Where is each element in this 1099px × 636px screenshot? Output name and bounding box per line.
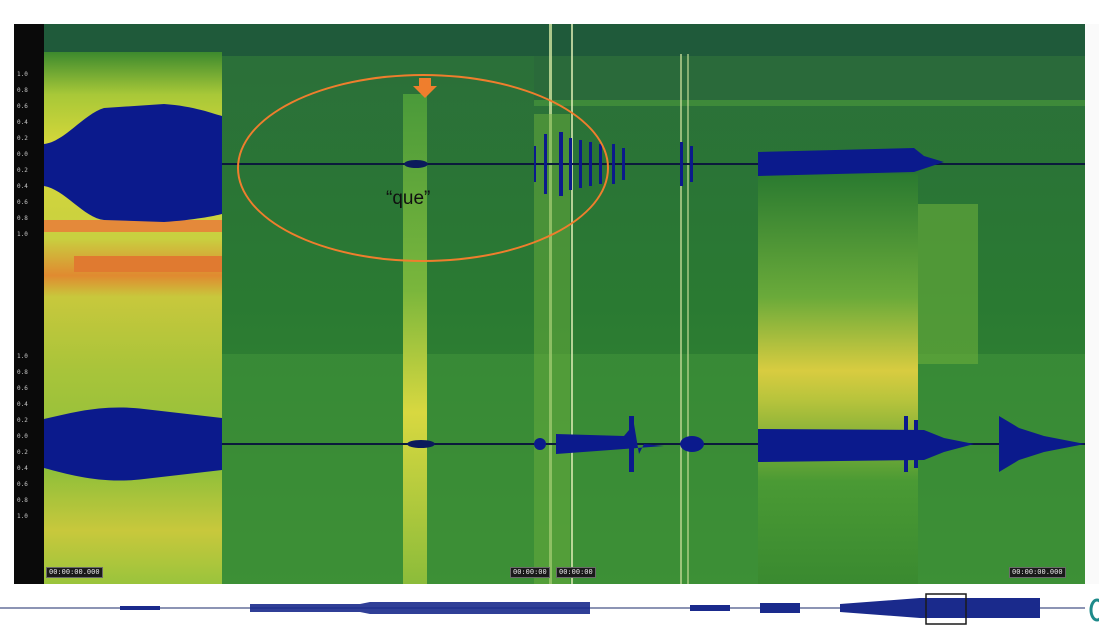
amplitude-tick: 1.0	[17, 231, 28, 238]
amplitude-ruler: 1.0 0.8 0.6 0.4 0.2 0.0 0.2 0.4 0.6 0.8 …	[14, 24, 44, 584]
amplitude-tick: 0.6	[17, 103, 28, 110]
time-readout-selection-end: 00:00:00	[556, 567, 596, 578]
amplitude-tick: 0.0	[17, 151, 28, 158]
amplitude-tick: 0.8	[17, 369, 28, 376]
amplitude-tick: 1.0	[17, 353, 28, 360]
annotation-ellipse	[237, 74, 609, 262]
amplitude-tick: 0.2	[17, 135, 28, 142]
time-readout-start: 00:00:00.000	[46, 567, 103, 578]
amplitude-tick: 0.2	[17, 167, 28, 174]
amplitude-tick: 0.2	[17, 417, 28, 424]
amplitude-tick: 0.8	[17, 87, 28, 94]
scroll-handle-icon[interactable]	[1085, 596, 1099, 624]
overview-waveform-canvas	[0, 593, 1085, 625]
time-readout-selection-start: 00:00:00	[510, 567, 550, 578]
amplitude-tick: 0.8	[17, 215, 28, 222]
amplitude-tick: 1.0	[17, 513, 28, 520]
amplitude-tick: 0.6	[17, 481, 28, 488]
down-arrow-icon	[413, 78, 437, 98]
annotation-label: “que”	[386, 188, 431, 209]
amplitude-tick: 1.0	[17, 71, 28, 78]
amplitude-tick: 0.8	[17, 497, 28, 504]
vertical-scrollbar[interactable]	[1085, 24, 1099, 584]
amplitude-tick: 0.4	[17, 183, 28, 190]
overview-waveform[interactable]	[0, 590, 1099, 631]
amplitude-tick: 0.6	[17, 199, 28, 206]
time-readout-end: 00:00:00.000	[1009, 567, 1066, 578]
amplitude-tick: 0.4	[17, 119, 28, 126]
amplitude-tick: 0.4	[17, 401, 28, 408]
amplitude-tick: 0.4	[17, 465, 28, 472]
amplitude-tick: 0.6	[17, 385, 28, 392]
amplitude-tick: 0.2	[17, 449, 28, 456]
amplitude-tick: 0.0	[17, 433, 28, 440]
